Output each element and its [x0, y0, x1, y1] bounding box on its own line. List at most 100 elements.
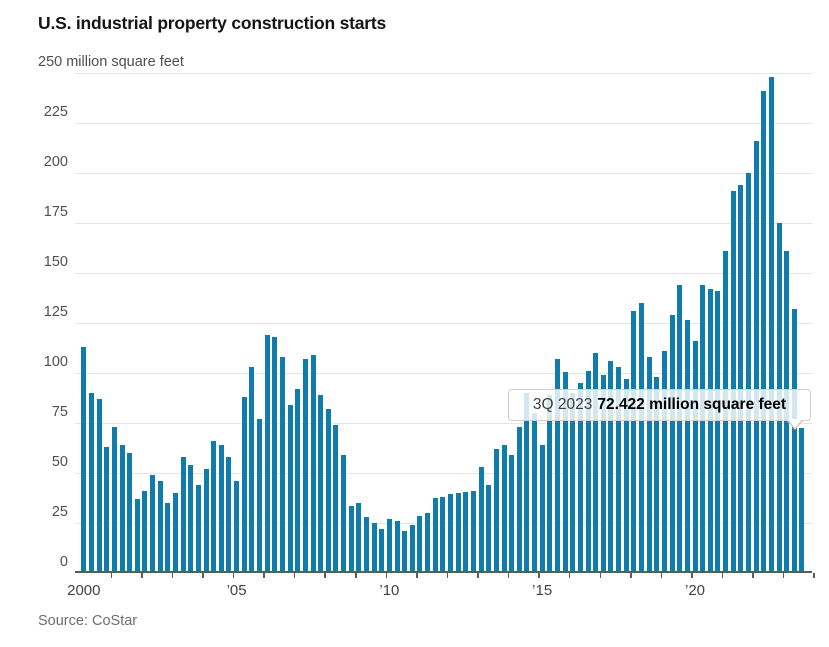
bar-3Q-2014[interactable] [524, 393, 530, 573]
bar-1Q-2004[interactable] [203, 469, 209, 573]
bar-3Q-2011[interactable] [432, 498, 438, 573]
bar-4Q-2019[interactable] [684, 320, 690, 573]
x-axis-tick [110, 573, 113, 578]
bar-1Q-2019[interactable] [661, 351, 667, 573]
bar-1Q-2017[interactable] [600, 375, 606, 573]
bar-2Q-2017[interactable] [608, 361, 614, 573]
bar-3Q-2022[interactable] [768, 77, 774, 573]
bar-3Q-2018[interactable] [646, 357, 652, 573]
bar-4Q-2021[interactable] [745, 173, 751, 573]
bar-4Q-2009[interactable] [379, 529, 385, 573]
bar-2Q-2014[interactable] [516, 427, 522, 573]
x-axis-label-2020: ’20 [684, 582, 706, 599]
bar-3Q-2013[interactable] [493, 449, 499, 573]
bar-3Q-2016[interactable] [585, 371, 591, 573]
bar-2Q-2004[interactable] [211, 441, 217, 573]
bar-4Q-2005[interactable] [257, 419, 263, 573]
bar-3Q-2002[interactable] [157, 481, 163, 573]
bar-2Q-2008[interactable] [333, 425, 339, 573]
bar-1Q-2001[interactable] [111, 427, 117, 573]
bar-1Q-2002[interactable] [142, 491, 148, 573]
bar-1Q-2015[interactable] [539, 445, 545, 573]
bar-2Q-2018[interactable] [639, 303, 645, 573]
bar-3Q-2000[interactable] [96, 399, 102, 573]
bar-1Q-2000[interactable] [81, 347, 87, 573]
bar-1Q-2008[interactable] [325, 409, 331, 573]
bar-4Q-2000[interactable] [104, 447, 110, 573]
bar-4Q-2004[interactable] [226, 457, 232, 573]
bar-2Q-2023[interactable] [791, 309, 797, 573]
bar-3Q-2004[interactable] [218, 445, 224, 573]
bar-3Q-2010[interactable] [402, 531, 408, 573]
bar-2Q-2007[interactable] [302, 359, 308, 573]
bar-1Q-2009[interactable] [356, 503, 362, 573]
bar-4Q-2020[interactable] [715, 291, 721, 573]
bar-4Q-2017[interactable] [623, 379, 629, 573]
bar-4Q-2015[interactable] [562, 372, 568, 573]
bar-4Q-2007[interactable] [318, 395, 324, 573]
bar-4Q-2010[interactable] [409, 525, 415, 573]
bar-1Q-2003[interactable] [172, 493, 178, 573]
bar-1Q-2007[interactable] [295, 389, 301, 573]
bar-2Q-2005[interactable] [241, 397, 247, 573]
bar-2Q-2019[interactable] [669, 315, 675, 573]
bar-4Q-2016[interactable] [593, 353, 599, 573]
bar-3Q-2008[interactable] [341, 455, 347, 573]
bar-2Q-2021[interactable] [730, 191, 736, 573]
bar-2Q-2016[interactable] [577, 383, 583, 573]
bar-3Q-2021[interactable] [738, 185, 744, 573]
bar-2Q-2022[interactable] [761, 91, 767, 573]
bar-1Q-2020[interactable] [692, 341, 698, 573]
bar-2Q-2003[interactable] [180, 457, 186, 573]
bar-2Q-2006[interactable] [272, 337, 278, 573]
bar-1Q-2006[interactable] [264, 335, 270, 573]
bar-2Q-2020[interactable] [700, 285, 706, 573]
bar-4Q-2006[interactable] [287, 405, 293, 573]
bar-2Q-2002[interactable] [150, 475, 156, 573]
bar-3Q-2017[interactable] [616, 367, 622, 573]
bar-3Q-2015[interactable] [554, 359, 560, 573]
bar-4Q-2013[interactable] [501, 445, 507, 573]
bar-4Q-2003[interactable] [195, 485, 201, 573]
bar-3Q-2009[interactable] [371, 523, 377, 573]
bar-3Q-2001[interactable] [127, 453, 133, 573]
bar-4Q-2018[interactable] [654, 377, 660, 573]
bar-1Q-2022[interactable] [753, 141, 759, 573]
bar-2Q-2013[interactable] [486, 485, 492, 573]
y-axis-label-250: 250 million square feet [38, 54, 184, 70]
bar-2Q-2015[interactable] [547, 395, 553, 573]
bar-4Q-2012[interactable] [470, 491, 476, 573]
gridline-200 [75, 172, 812, 174]
bar-4Q-2001[interactable] [134, 499, 140, 573]
bar-3Q-2019[interactable] [677, 285, 683, 573]
bar-1Q-2016[interactable] [570, 393, 576, 573]
bar-1Q-2013[interactable] [478, 467, 484, 573]
bar-4Q-2014[interactable] [532, 413, 538, 573]
bar-1Q-2018[interactable] [631, 311, 637, 573]
x-axis-tick [538, 573, 540, 578]
bar-3Q-2023[interactable] [799, 428, 805, 573]
bar-3Q-2003[interactable] [188, 465, 194, 573]
bar-3Q-2007[interactable] [310, 355, 316, 573]
bar-3Q-2005[interactable] [249, 367, 255, 573]
bar-1Q-2010[interactable] [386, 519, 392, 573]
bar-3Q-2006[interactable] [279, 357, 285, 573]
bar-4Q-2011[interactable] [440, 497, 446, 573]
bar-3Q-2020[interactable] [707, 289, 713, 573]
bar-3Q-2012[interactable] [463, 492, 469, 573]
bar-2Q-2011[interactable] [425, 513, 431, 573]
x-axis-tick [355, 573, 357, 578]
bar-2Q-2012[interactable] [455, 493, 461, 573]
gridline-175 [75, 222, 812, 224]
bar-1Q-2005[interactable] [234, 481, 240, 573]
bar-4Q-2008[interactable] [348, 506, 354, 573]
bar-1Q-2012[interactable] [448, 494, 454, 573]
bar-2Q-2001[interactable] [119, 445, 125, 573]
bar-1Q-2011[interactable] [417, 516, 423, 573]
bar-2Q-2000[interactable] [88, 393, 94, 573]
bar-2Q-2009[interactable] [363, 517, 369, 573]
bar-1Q-2014[interactable] [509, 455, 515, 573]
bar-4Q-2002[interactable] [165, 503, 171, 573]
bar-2Q-2010[interactable] [394, 521, 400, 573]
gridline-75 [75, 422, 812, 424]
